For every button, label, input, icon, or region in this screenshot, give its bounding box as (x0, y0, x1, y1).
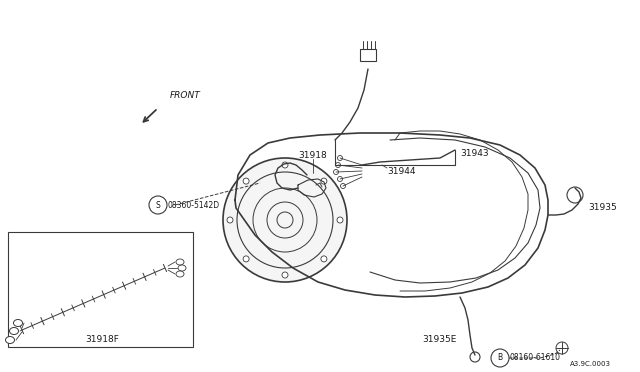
Circle shape (340, 183, 346, 189)
Circle shape (556, 342, 568, 354)
Circle shape (491, 349, 509, 367)
Text: S: S (156, 201, 161, 209)
Circle shape (567, 187, 583, 203)
Circle shape (321, 178, 327, 184)
Circle shape (337, 176, 342, 182)
Text: 31918F: 31918F (85, 336, 119, 344)
Text: 31935: 31935 (588, 203, 617, 212)
Text: 31918: 31918 (299, 151, 328, 160)
Text: B: B (497, 353, 502, 362)
Ellipse shape (176, 271, 184, 277)
Ellipse shape (178, 265, 186, 271)
Bar (8, 232, 193, 347)
Circle shape (223, 158, 347, 282)
Ellipse shape (13, 320, 22, 327)
Circle shape (282, 162, 288, 168)
Text: FRONT: FRONT (170, 90, 201, 99)
Ellipse shape (10, 327, 19, 334)
Circle shape (243, 178, 249, 184)
Text: 08160-61610: 08160-61610 (510, 353, 561, 362)
Circle shape (227, 217, 233, 223)
Circle shape (335, 163, 340, 167)
Text: 31944: 31944 (387, 167, 415, 176)
Ellipse shape (6, 337, 15, 343)
Circle shape (243, 256, 249, 262)
Circle shape (149, 196, 167, 214)
Circle shape (321, 256, 327, 262)
Circle shape (282, 272, 288, 278)
Circle shape (337, 155, 342, 160)
Bar (360, 49, 376, 61)
Text: 31935E: 31935E (422, 336, 456, 344)
Circle shape (333, 170, 339, 174)
Text: 08360-5142D: 08360-5142D (167, 201, 219, 209)
Ellipse shape (176, 259, 184, 265)
Text: A3.9C.0003: A3.9C.0003 (570, 361, 611, 367)
Circle shape (337, 217, 343, 223)
Text: 31943: 31943 (460, 148, 488, 157)
Circle shape (470, 352, 480, 362)
